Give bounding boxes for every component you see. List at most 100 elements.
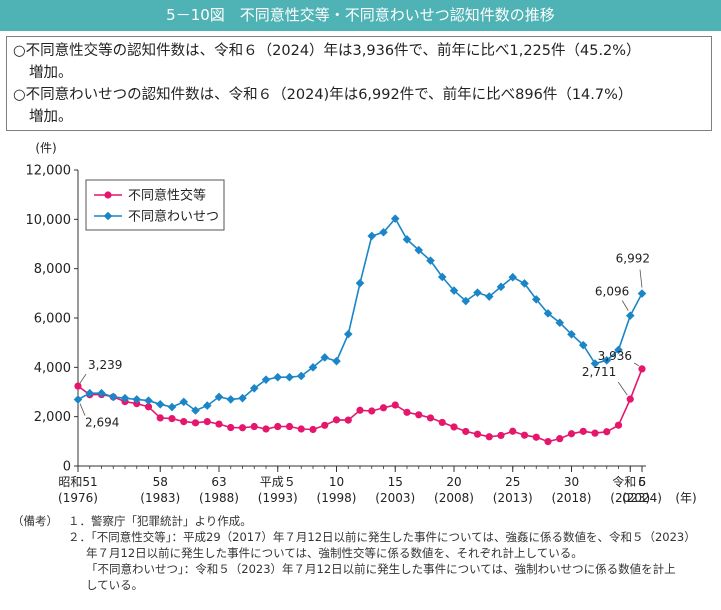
series-1-point	[309, 425, 317, 434]
series-1-point	[238, 424, 247, 432]
series-1-point	[368, 407, 376, 415]
series-2-point	[226, 395, 236, 404]
series-1-point	[144, 403, 153, 411]
series-2-point	[73, 395, 83, 404]
summary-line: 増加。	[29, 65, 73, 81]
series-1-point	[191, 419, 200, 427]
series-1-point	[250, 422, 258, 431]
series-1-point	[262, 425, 270, 433]
series-2-point	[555, 318, 565, 328]
series-1-point	[379, 404, 388, 412]
series-1-point	[203, 418, 211, 426]
x-tick-label: (1976)	[58, 491, 98, 505]
x-tick-label: (2023)	[610, 491, 650, 505]
y-tick-label: 4,000	[34, 361, 71, 376]
data-label: 6,096	[595, 285, 629, 299]
y-tick-label: 12,000	[26, 164, 72, 179]
y-tick-label: 8,000	[34, 262, 71, 277]
note-item: 年７月12日以前に発生した事件については、強制性交等に係る数値を、それぞれ計上し…	[86, 546, 583, 560]
series-2-point	[602, 356, 612, 365]
series-1-point	[567, 430, 576, 438]
series-2-point	[402, 235, 412, 244]
series-1-point	[74, 382, 82, 390]
annotation-leader	[633, 362, 640, 367]
annotation-leader	[79, 373, 87, 384]
series-1-point	[403, 408, 411, 416]
series-1-point	[168, 415, 176, 423]
figure-title: 5－10図 不同意性交等・不同意わいせつ認知件数の推移	[0, 0, 721, 31]
series-1-point	[520, 431, 529, 439]
y-tick-label: 10,000	[26, 213, 72, 228]
x-tick-label: 25	[505, 475, 520, 489]
x-tick-label: 令和５	[612, 474, 648, 489]
summary-box: ○不同意性交等の認知件数は、令和６（2024）年は3,936件で、前年に比べ1,…	[6, 36, 712, 131]
series-1-point	[462, 427, 470, 436]
series-1-point	[227, 423, 235, 432]
series-2-point	[85, 388, 95, 398]
series-2-point	[367, 231, 377, 241]
annotation-leader	[621, 300, 629, 311]
series-2-point	[296, 371, 306, 381]
x-tick-label: 10	[329, 475, 344, 489]
summary-line: ○不同意わいせつの認知件数は、令和６（2024)年は6,992件で、前年に比べ8…	[13, 87, 633, 103]
series-1-point	[391, 401, 399, 409]
series-2-point	[285, 372, 294, 382]
x-tick-label: 15	[388, 475, 403, 489]
series-2-point	[355, 278, 365, 288]
series-1-point	[415, 411, 423, 419]
x-tick-label: 63	[211, 475, 226, 489]
series-1-point	[450, 423, 458, 431]
series-2-point	[144, 396, 153, 405]
series-2-point	[484, 292, 494, 301]
series-1-point	[591, 429, 599, 437]
series-2-point	[320, 353, 330, 362]
note-item: ２．「不同意性交等」：平成29（2017）年７月12日以前に発生した事件について…	[68, 530, 696, 544]
series-1-point	[603, 428, 611, 436]
x-tick-label: (2003)	[375, 491, 415, 505]
series-1-point	[556, 435, 564, 443]
series-2-point	[461, 296, 471, 306]
legend-marker	[103, 211, 113, 221]
series-2-point	[637, 289, 647, 298]
series-2-point	[191, 406, 200, 415]
annotation-leader	[639, 269, 643, 288]
series-1-point	[356, 406, 364, 414]
notes-label: （備考）	[12, 514, 58, 528]
x-tick-label: (1988)	[199, 491, 239, 505]
legend-label: 不同意性交等	[128, 188, 206, 204]
annotation-leader	[79, 403, 86, 416]
series-2-point	[120, 393, 130, 403]
series-2-point	[449, 286, 459, 295]
series-2-point	[214, 392, 224, 402]
x-tick-label: 30	[564, 475, 579, 489]
series-1-point	[274, 422, 282, 431]
x-tick-label: (1983)	[140, 491, 180, 505]
data-label: 2,711	[582, 365, 616, 379]
series-1-point	[509, 427, 517, 435]
series-2-point	[97, 388, 106, 398]
series-2-point	[614, 345, 623, 355]
series-2-point	[202, 401, 212, 410]
series-2-point	[249, 384, 259, 393]
series-2-point	[308, 363, 318, 372]
series-1-point	[614, 421, 623, 429]
series-line-2	[77, 217, 643, 412]
x-tick-label: (2024)	[622, 491, 662, 505]
x-tick-label: 20	[446, 475, 461, 489]
series-2-point	[543, 309, 553, 318]
series-2-point	[132, 395, 142, 404]
x-tick-label: 6	[638, 475, 646, 489]
series-1-point	[321, 421, 329, 429]
x-tick-label: 昭和51	[58, 475, 97, 489]
series-2-point	[332, 356, 341, 366]
series-1-point	[332, 416, 341, 424]
series-1-point	[626, 395, 634, 403]
annotation-leader	[617, 381, 628, 396]
series-2-point	[508, 272, 518, 282]
series-2-point	[379, 227, 388, 237]
x-tick-label: 58	[153, 475, 168, 489]
series-1-point	[638, 365, 646, 373]
series-1-point	[180, 418, 188, 426]
series-2-point	[261, 375, 271, 384]
series-2-point	[426, 256, 435, 265]
